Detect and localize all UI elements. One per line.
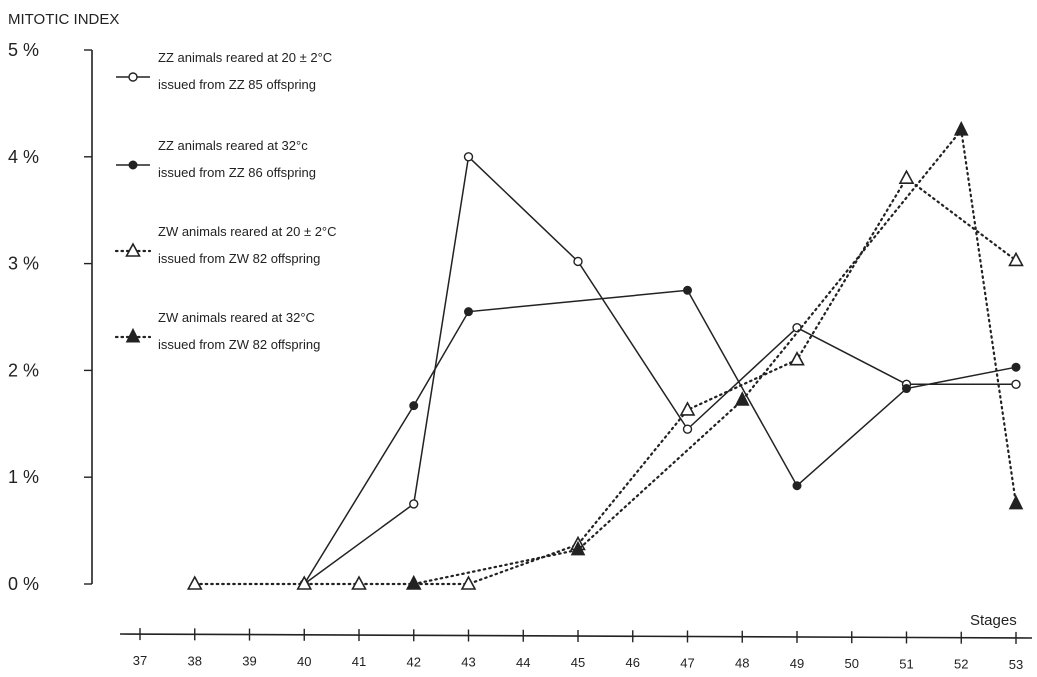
x-axis-title: Stages bbox=[970, 612, 1017, 629]
data-point bbox=[409, 401, 419, 411]
x-ticks: 37 38 39 40 41 42 43 44 45 46 47 48 49 50 51 52 53 bbox=[133, 628, 1023, 672]
legend-swatch-marker bbox=[125, 242, 141, 257]
data-point bbox=[953, 120, 969, 136]
data-point bbox=[682, 424, 693, 434]
x-axis-line bbox=[119, 633, 1033, 639]
data-point bbox=[409, 499, 419, 509]
data-point bbox=[351, 575, 367, 590]
x-tick-label: 48 bbox=[735, 656, 749, 671]
data-point bbox=[1011, 379, 1021, 389]
data-point bbox=[186, 575, 203, 590]
y-tick-label: 1 % bbox=[8, 467, 39, 487]
series-4 bbox=[406, 120, 1024, 590]
y-tick-label: 0 % bbox=[8, 574, 39, 594]
legend-entry-3: ZW animals reared at 20 ± 2°C issued from… bbox=[114, 224, 337, 266]
series-line bbox=[303, 155, 1016, 585]
x-tick-label: 38 bbox=[188, 653, 202, 668]
data-point bbox=[1011, 362, 1021, 372]
x-tick-label: 52 bbox=[954, 657, 968, 672]
data-point bbox=[460, 575, 477, 590]
series-line bbox=[193, 176, 1018, 586]
legend-label-line2: issued from ZW 82 offspring bbox=[158, 251, 320, 266]
y-tick-label: 2 % bbox=[8, 360, 39, 380]
y-tick-label: 4 % bbox=[8, 147, 39, 167]
x-tick-label: 43 bbox=[461, 655, 475, 670]
legend: ZZ animals reared at 20 ± 2°C issued from… bbox=[114, 50, 337, 352]
legend-label-line1: ZW animals reared at 32°C bbox=[158, 310, 315, 325]
data-point bbox=[463, 152, 474, 162]
x-tick-label: 49 bbox=[790, 656, 804, 671]
data-point bbox=[1008, 494, 1024, 510]
x-tick-label: 50 bbox=[845, 656, 859, 671]
series-line bbox=[303, 289, 1017, 585]
legend-label-line1: ZZ animals reared at 20 ± 2°C bbox=[158, 50, 332, 65]
data-point bbox=[898, 169, 915, 184]
data-point bbox=[1008, 251, 1024, 267]
x-tick-label: 39 bbox=[242, 654, 256, 669]
legend-label-line2: issued from ZZ 86 offspring bbox=[158, 165, 316, 180]
y-tick-label: 3 % bbox=[8, 254, 39, 274]
legend-swatch-marker bbox=[128, 160, 138, 170]
legend-label-line1: ZZ animals reared at 32°c bbox=[158, 138, 308, 153]
x-tick-label: 51 bbox=[899, 656, 913, 671]
y-axis-title: MITOTIC INDEX bbox=[8, 11, 119, 28]
legend-entry-4: ZW animals reared at 32°C issued from ZW … bbox=[114, 310, 320, 352]
x-tick-label: 37 bbox=[133, 653, 147, 668]
y-ticks: 0 % 1 % 2 % 3 % 4 % 5 % bbox=[8, 40, 92, 594]
data-point bbox=[792, 481, 802, 491]
series-3 bbox=[186, 169, 1024, 590]
series-group bbox=[186, 120, 1024, 590]
y-tick-label: 5 % bbox=[8, 40, 39, 60]
x-tick-label: 46 bbox=[626, 655, 640, 670]
x-tick-label: 40 bbox=[297, 654, 311, 669]
data-point bbox=[789, 351, 805, 366]
legend-swatch-marker bbox=[128, 72, 138, 82]
data-point bbox=[902, 384, 911, 394]
legend-entry-1: ZZ animals reared at 20 ± 2°C issued from… bbox=[116, 50, 332, 92]
legend-label-line1: ZW animals reared at 20 ± 2°C bbox=[158, 224, 337, 239]
series-line bbox=[412, 127, 1018, 586]
legend-swatch-marker bbox=[125, 327, 141, 343]
x-tick-label: 42 bbox=[407, 654, 421, 669]
data-point bbox=[679, 401, 696, 416]
x-tick-label: 41 bbox=[352, 654, 366, 669]
legend-label-line2: issued from ZZ 85 offspring bbox=[158, 77, 316, 92]
data-point bbox=[464, 307, 473, 317]
x-tick-label: 44 bbox=[516, 655, 530, 670]
data-point bbox=[296, 575, 313, 590]
data-point bbox=[573, 256, 583, 267]
series-2 bbox=[299, 285, 1021, 589]
x-tick-label: 45 bbox=[571, 655, 585, 670]
data-point bbox=[683, 285, 692, 295]
legend-entry-2: ZZ animals reared at 32°c issued from ZZ … bbox=[116, 138, 316, 180]
data-point bbox=[734, 391, 750, 406]
data-point bbox=[406, 574, 422, 590]
series-1 bbox=[299, 152, 1021, 589]
legend-label-line2: issued from ZW 82 offspring bbox=[158, 337, 320, 352]
x-tick-label: 47 bbox=[680, 655, 694, 670]
data-point bbox=[570, 540, 586, 556]
x-tick-label: 53 bbox=[1009, 657, 1023, 672]
